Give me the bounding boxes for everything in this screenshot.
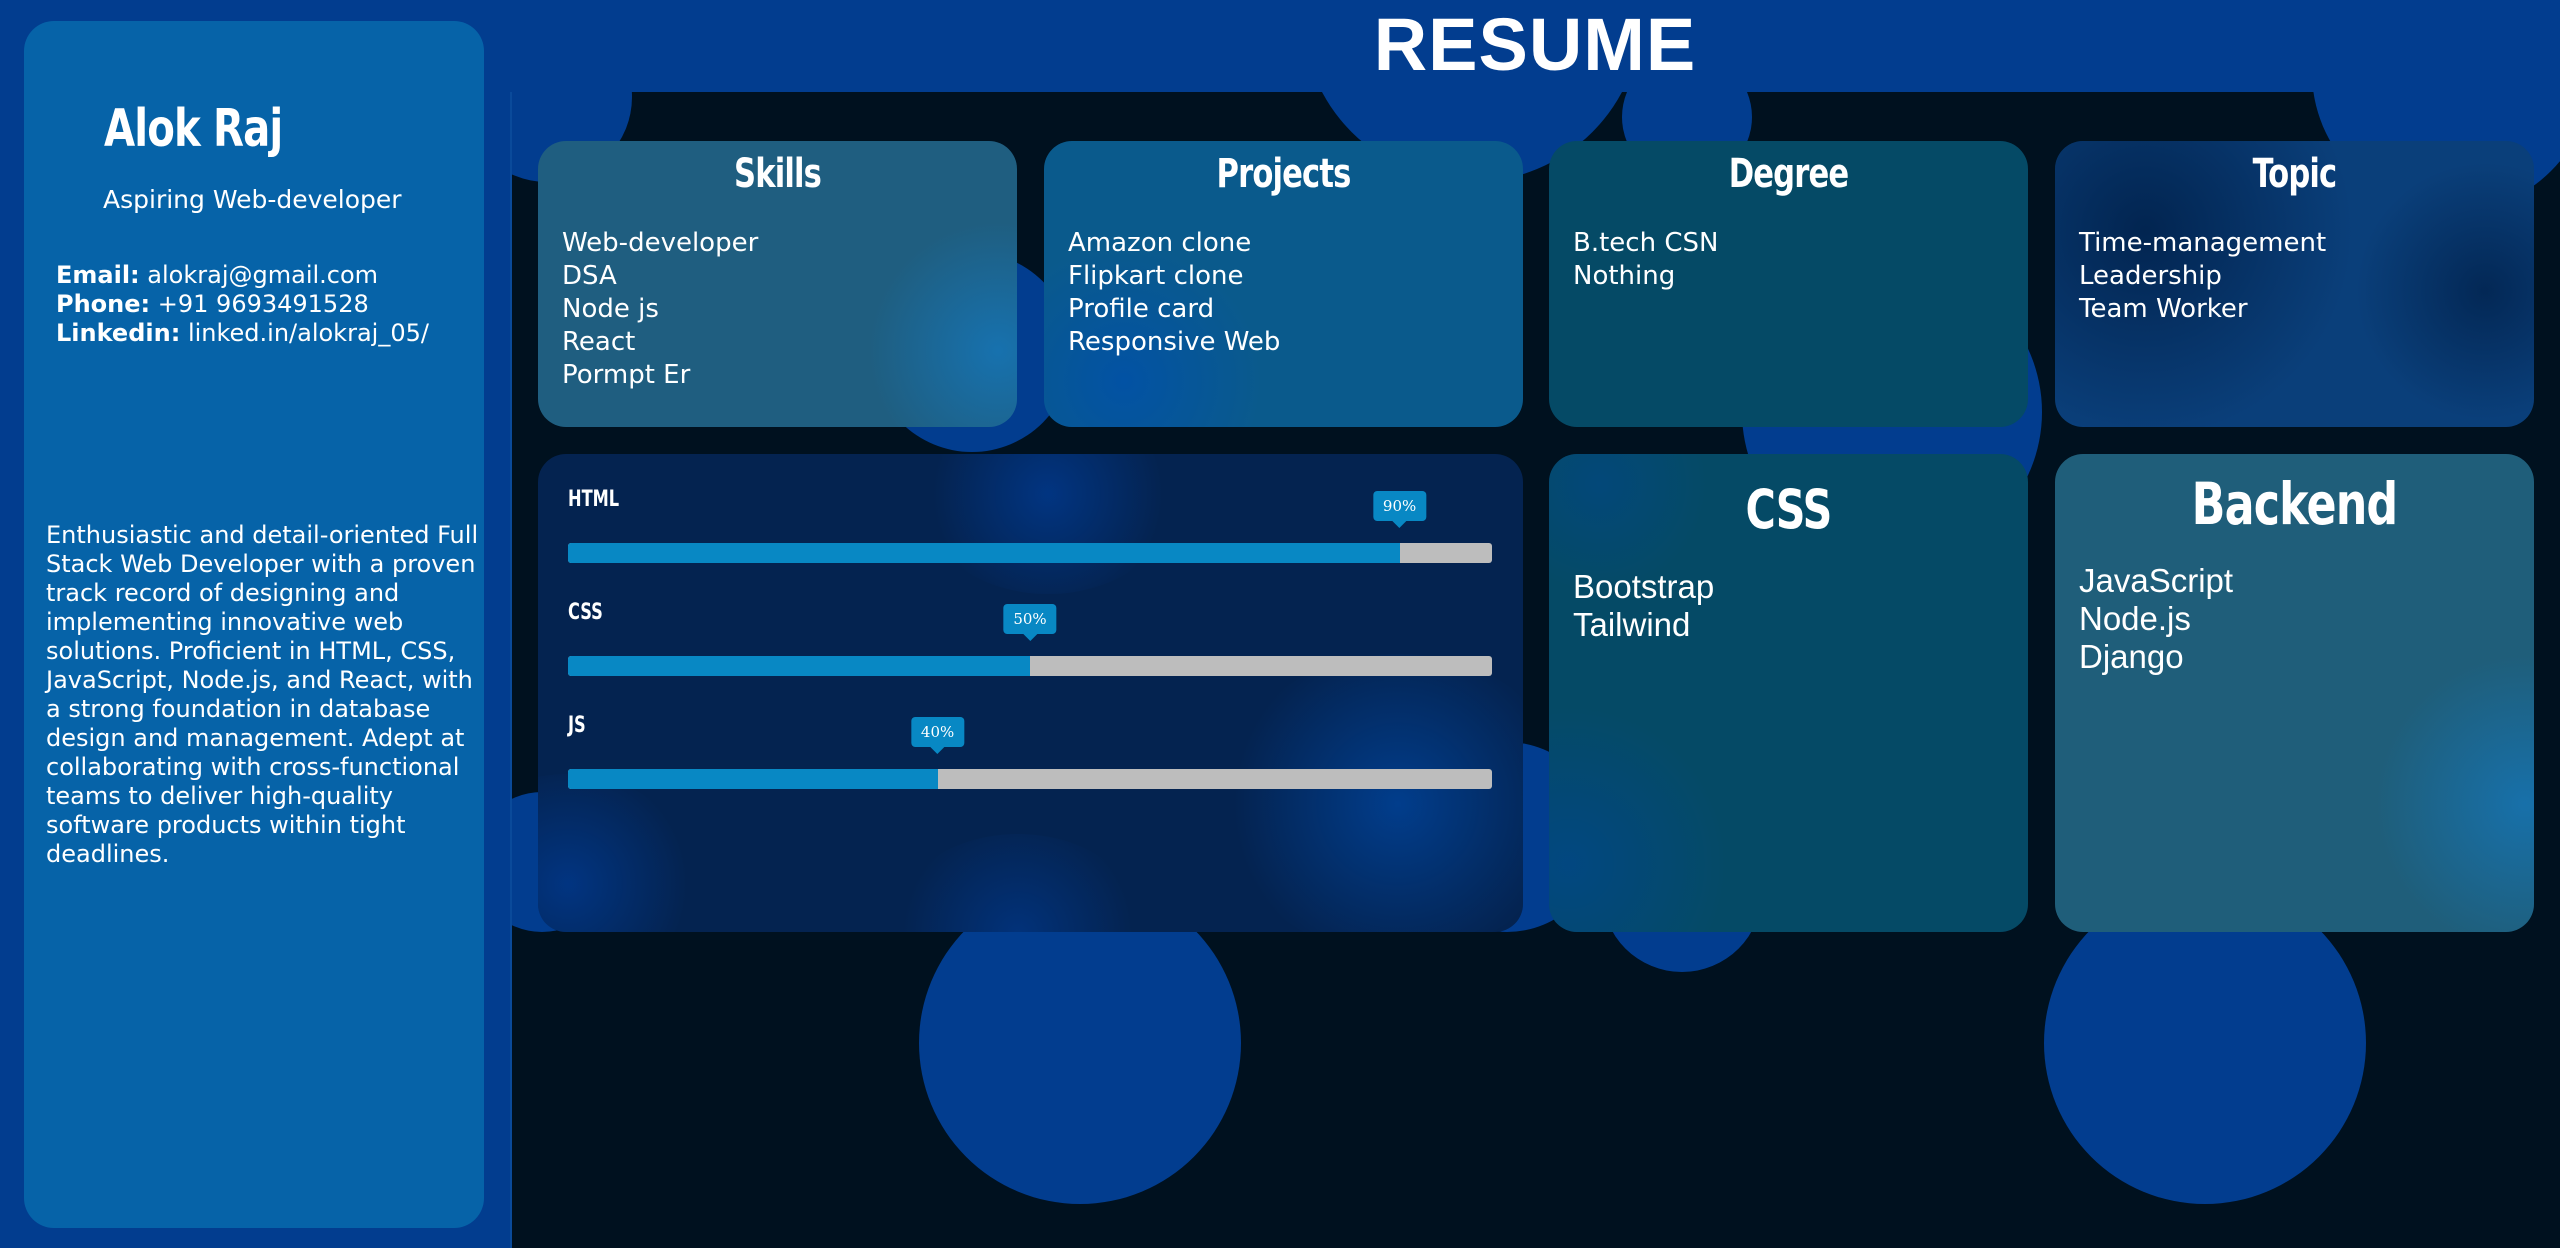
card-glow xyxy=(2375,654,2534,932)
contact-linkedin: Linkedin: linked.in/alokraj_05/ xyxy=(56,319,429,348)
backend-card-title: Backend xyxy=(2191,470,2398,538)
contact-email: Email: alokraj@gmail.com xyxy=(56,261,429,290)
card-glow xyxy=(888,834,1148,932)
card-glow xyxy=(2355,161,2534,421)
skill-bar-tooltip: 90% xyxy=(1372,491,1427,521)
card-glow xyxy=(1218,654,1523,932)
skill-bars-card: HTML 90% CSS 50% JS 40% xyxy=(538,454,1523,932)
card-glow xyxy=(1549,704,1729,932)
skill-bar-label: CSS xyxy=(568,600,603,625)
degree-card-title: Degree xyxy=(1728,151,1849,197)
backend-list: JavaScript Node.js Django xyxy=(2079,562,2233,676)
contact-linkedin-label: Linkedin: xyxy=(56,319,181,347)
skills-list-item: DSA xyxy=(562,261,617,291)
skills-list: Web-developer DSA Node js React Pormpt E… xyxy=(562,227,758,392)
contact-info: Email: alokraj@gmail.com Phone: +91 9693… xyxy=(56,261,429,348)
card-glow xyxy=(918,454,1178,594)
projects-list-item: Profile card xyxy=(1068,294,1215,324)
projects-list: Amazon clone Flipkart clone Profile card… xyxy=(1068,227,1280,359)
skill-bar-track xyxy=(568,656,1492,676)
skill-bar-fill xyxy=(568,656,1030,676)
about-summary: Enthusiastic and detail-oriented Full St… xyxy=(46,521,479,868)
contact-linkedin-value: linked.in/alokraj_05/ xyxy=(187,319,429,347)
topic-list-item: Time-management xyxy=(2079,228,2327,258)
contact-phone: Phone: +91 9693491528 xyxy=(56,290,429,319)
topic-card: Topic Time-management Leadership Team Wo… xyxy=(2055,141,2534,427)
skills-card: Skills Web-developer DSA Node js React P… xyxy=(538,141,1017,427)
degree-list-item: B.tech CSN xyxy=(1573,228,1719,258)
backend-list-item: Django xyxy=(2079,638,2184,675)
skills-list-item: Node js xyxy=(562,294,659,324)
profile-name: Alok Raj xyxy=(104,99,283,159)
skills-list-item: React xyxy=(562,327,636,357)
projects-card-title: Projects xyxy=(1216,151,1352,197)
page-title: RESUME xyxy=(1373,3,1697,86)
skill-bar-label: HTML xyxy=(568,487,620,512)
skills-list-item: Pormpt Er xyxy=(562,360,691,390)
contact-email-value: alokraj@gmail.com xyxy=(147,261,379,289)
degree-card: Degree B.tech CSN Nothing xyxy=(1549,141,2028,427)
topic-list-item: Leadership xyxy=(2079,261,2222,291)
projects-list-item: Flipkart clone xyxy=(1068,261,1244,291)
skill-bar-fill xyxy=(568,543,1400,563)
contact-phone-value: +91 9693491528 xyxy=(157,290,369,318)
skill-bar-track xyxy=(568,769,1492,789)
profile-sidebar: Alok Raj Aspiring Web-developer Email: a… xyxy=(24,21,484,1228)
skill-bar-label: JS xyxy=(568,713,586,738)
projects-list-item: Amazon clone xyxy=(1068,228,1252,258)
topic-list: Time-management Leadership Team Worker xyxy=(2079,227,2326,326)
skill-bar-fill xyxy=(568,769,938,789)
skill-bar-tooltip: 40% xyxy=(910,717,965,747)
backend-list-item: JavaScript xyxy=(2079,562,2234,599)
projects-card: Projects Amazon clone Flipkart clone Pro… xyxy=(1044,141,1523,427)
skills-card-title: Skills xyxy=(734,151,822,197)
card-glow xyxy=(538,774,698,932)
card-glow xyxy=(868,221,1017,427)
decorative-circle xyxy=(2044,882,2366,1204)
backend-card: Backend JavaScript Node.js Django xyxy=(2055,454,2534,932)
degree-list-item: Nothing xyxy=(1573,261,1676,291)
css-list: Bootstrap Tailwind xyxy=(1573,568,1714,644)
backend-list-item: Node.js xyxy=(2079,600,2191,637)
skill-bar-tooltip: 50% xyxy=(1003,604,1057,634)
css-list-item: Tailwind xyxy=(1573,606,1691,643)
degree-list: B.tech CSN Nothing xyxy=(1573,227,1718,293)
css-list-item: Bootstrap xyxy=(1573,568,1715,605)
topic-card-title: Topic xyxy=(2252,151,2337,197)
css-card: CSS Bootstrap Tailwind xyxy=(1549,454,2028,932)
projects-list-item: Responsive Web xyxy=(1068,327,1281,357)
contact-phone-label: Phone: xyxy=(56,290,151,318)
skill-bar-track xyxy=(568,543,1492,563)
topic-list-item: Team Worker xyxy=(2079,294,2248,324)
profile-role: Aspiring Web-developer xyxy=(103,185,402,214)
skills-list-item: Web-developer xyxy=(562,228,759,258)
decorative-circle xyxy=(919,882,1241,1204)
contact-email-label: Email: xyxy=(56,261,140,289)
css-card-title: CSS xyxy=(1745,478,1832,541)
header-bar: RESUME xyxy=(510,0,2560,92)
